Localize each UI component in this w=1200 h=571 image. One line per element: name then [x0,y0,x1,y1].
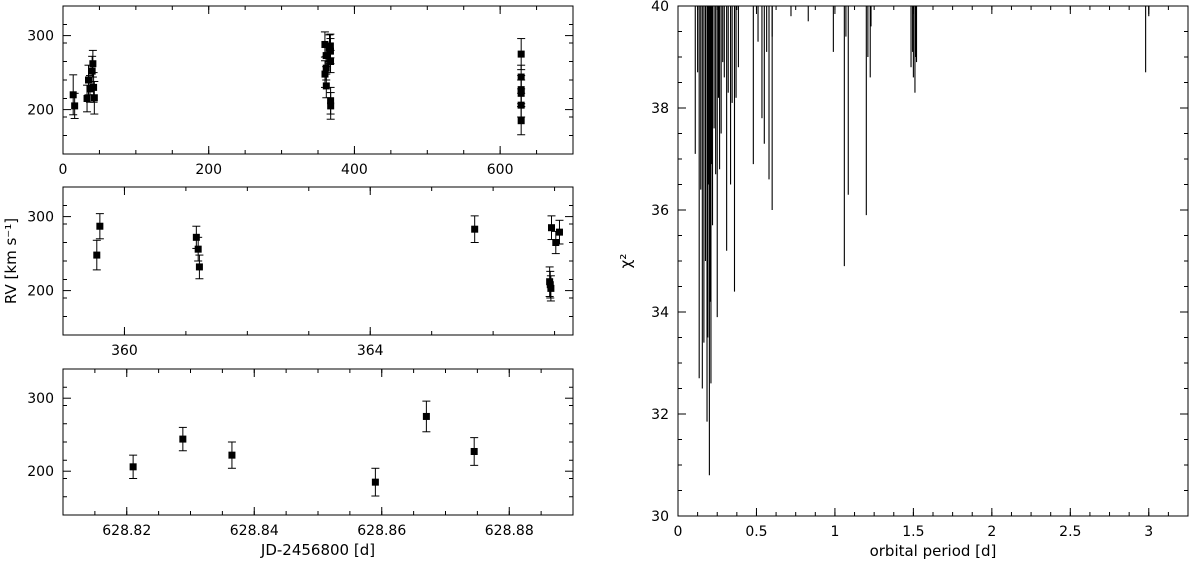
data-point [85,76,92,84]
data-point [129,463,137,471]
x-axis-label: orbital period [d] [870,542,997,560]
panel-rv-zoom-628: 628.82 628.84 628.86 628.88 200 300 JD-2456800… [27,368,574,559]
panel-periodogram: 0 0.5 1 1.5 2 2.5 3 30 32 34 36 38 40 orbital period … [617,0,1189,560]
data-point [547,224,555,232]
data-point [517,50,525,58]
data-point [69,91,77,99]
plot-frame [62,5,574,155]
x-tick-label: 2.5 [1059,524,1081,540]
data-point [228,451,236,459]
data-point [194,245,202,253]
plot-frame [677,5,1189,517]
x-tick-label: 3 [1144,524,1153,540]
y-tick-label: 300 [27,210,54,226]
y-tick-label: 38 [651,101,669,117]
data-point [322,52,330,60]
x-tick-label: 0.5 [745,524,767,540]
data-point [71,102,79,110]
data-point [322,64,330,72]
data-point [546,281,554,289]
y-tick-label: 36 [651,203,669,219]
plot-frame [62,368,574,516]
plot-frame [62,186,574,336]
x-tick-label: 1.5 [902,524,924,540]
data-point [89,60,97,68]
data-point [552,239,560,246]
y-tick-label: 30 [651,509,669,525]
data-point [555,228,563,236]
data-point [90,83,98,91]
data-point [471,225,479,233]
x-tick-label: 400 [341,162,368,178]
x-tick-label: 0 [59,162,68,178]
data-point [86,85,94,93]
y-tick-label: 200 [27,284,54,300]
x-tick-label: 0 [674,524,683,540]
y-tick-label: 40 [651,0,669,15]
data-point [90,94,98,102]
data-point [88,67,96,75]
y-axis-label: χ² [617,254,635,269]
x-tick-label: 628.84 [230,523,279,539]
y-tick-label: 200 [27,103,54,119]
data-point [517,117,525,125]
x-tick-label: 600 [487,162,514,178]
y-tick-label: 300 [27,29,54,45]
x-tick-label: 628.88 [485,523,534,539]
data-point [327,58,335,65]
x-tick-label: 360 [111,343,138,359]
data-point [83,95,91,102]
data-point [195,263,203,271]
y-tick-label: 32 [651,407,669,423]
x-tick-label: 2 [987,524,996,540]
x-tick-label: 200 [195,162,222,178]
panel-rv-zoom-360: 360 364 200 300 RV [km s⁻¹] [2,186,574,359]
panel-rv-all: 0 200 400 600 200 300 [27,5,574,178]
x-tick-label: 364 [357,343,384,359]
data-point [327,102,335,110]
data-point [547,284,555,292]
data-point [371,478,379,486]
y-tick-label: 200 [27,464,54,480]
y-tick-label: 300 [27,391,54,407]
data-point [422,412,430,420]
data-point [96,222,104,230]
data-point [93,251,101,259]
y-tick-label: 34 [651,305,669,321]
x-tick-label: 628.86 [357,523,406,539]
data-point [322,82,330,90]
data-point [470,447,478,455]
x-tick-label: 1 [830,524,839,540]
y-axis-label: RV [km s⁻¹] [2,218,20,304]
x-axis-label: JD-2456800 [d] [260,541,375,559]
data-point [179,435,187,443]
x-tick-label: 628.82 [102,523,151,539]
data-point [517,86,525,94]
